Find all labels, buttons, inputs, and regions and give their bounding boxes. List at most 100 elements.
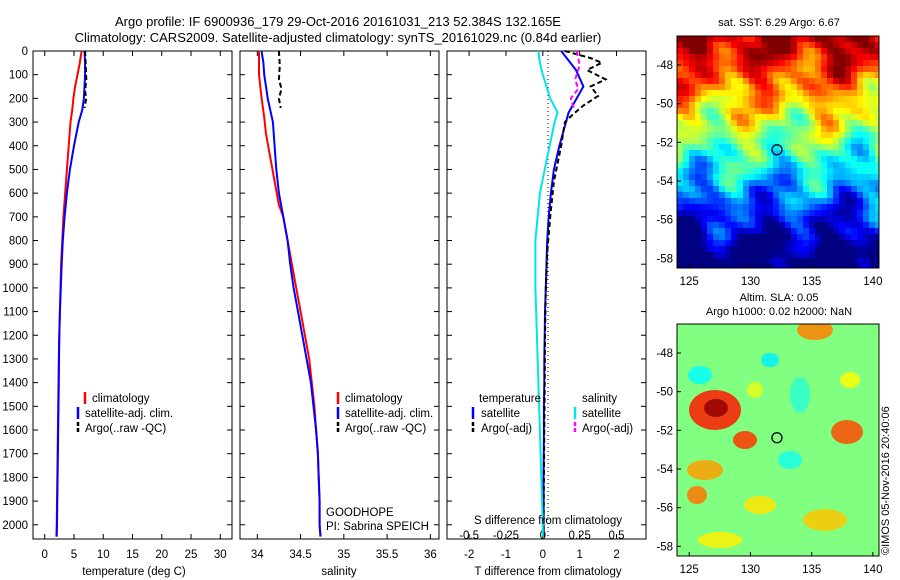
sst-cell [791, 210, 798, 217]
sst-cell [743, 258, 750, 265]
sst-cell [803, 126, 810, 133]
sst-cell [821, 42, 828, 49]
sst-cell [725, 228, 732, 235]
sst-cell [845, 120, 852, 127]
sst-cell [737, 120, 744, 127]
sst-cell [695, 264, 702, 268]
sst-cell [821, 258, 828, 265]
y-tick-label: 800 [9, 236, 28, 248]
x-tick-label: 5 [71, 549, 77, 561]
sst-cell [755, 156, 762, 163]
sst-cell [731, 84, 738, 91]
sst-cell [815, 102, 822, 109]
sst-cell [725, 84, 732, 91]
sst-cell [857, 162, 864, 169]
sst-cell [869, 90, 876, 97]
sst-cell [761, 192, 768, 199]
sst-cell [731, 240, 738, 247]
sst-cell [719, 180, 726, 187]
sst-cell [821, 264, 828, 268]
sst-cell [845, 150, 852, 157]
y-tick-label: -52 [656, 137, 673, 149]
y-tick-label: -56 [656, 215, 673, 227]
sst-cell [779, 90, 786, 97]
sst-cell [797, 72, 804, 79]
sst-cell [791, 138, 798, 145]
sst-cell [683, 150, 690, 157]
sst-cell [749, 138, 756, 145]
x-tick-label: 34.5 [289, 549, 311, 561]
sst-cell [779, 186, 786, 193]
sst-cell [713, 138, 720, 145]
sst-cell [809, 78, 816, 85]
sst-cell [707, 90, 714, 97]
x-tick-label: 130 [741, 564, 760, 576]
sst-cell [857, 240, 864, 247]
sst-cell [863, 54, 870, 61]
sst-cell [737, 54, 744, 61]
sst-cell [695, 120, 702, 127]
sst-cell [689, 126, 696, 133]
sst-cell [845, 240, 852, 247]
sst-cell [791, 198, 798, 205]
sst-cell [731, 108, 738, 115]
sst-cell [767, 144, 774, 151]
sst-cell [833, 186, 840, 193]
sst-cell [821, 84, 828, 91]
y-tick-label: 900 [9, 259, 28, 271]
sst-cell [857, 108, 864, 115]
argo-location-marker [771, 432, 783, 444]
sst-cell [731, 90, 738, 97]
sst-cell [677, 252, 684, 259]
sst-cell [845, 174, 852, 181]
salinity-legend: climatology satellite-adj. clim. Argo(..… [336, 392, 433, 435]
sst-cell [767, 132, 774, 139]
sst-cell [779, 174, 786, 181]
sst-cell [767, 96, 774, 103]
sst-cell [803, 204, 810, 211]
sst-cell [845, 234, 852, 241]
sst-cell [809, 192, 816, 199]
imos-credit: ©IMOS 05-Nov-2016 20:40:06 [880, 406, 892, 555]
sst-cell [713, 246, 720, 253]
sla-map-panel: Altim. SLA: 0.05 Argo h1000: 0.02 h2000:… [656, 292, 882, 576]
sst-cell [797, 168, 804, 175]
sst-cell [701, 258, 708, 265]
sst-cell [683, 252, 690, 259]
sst-cell [707, 174, 714, 181]
sst-cell [719, 240, 726, 247]
sst-cell [779, 120, 786, 127]
sst-cell [779, 162, 786, 169]
sst-cell [761, 48, 768, 55]
sst-cell [863, 234, 870, 241]
sst-cell [737, 198, 744, 205]
sst-cell [833, 264, 840, 268]
sst-cell [713, 180, 720, 187]
sst-cell [767, 168, 774, 175]
sst-cell [875, 252, 879, 259]
sst-cell [821, 90, 828, 97]
sst-cell [815, 240, 822, 247]
sst-cell [773, 204, 780, 211]
sst-cell [755, 60, 762, 67]
sst-cell [827, 174, 834, 181]
difference-plot-frame [446, 50, 647, 540]
sst-cell [809, 246, 816, 253]
sst-cell [875, 48, 879, 55]
sst-cell [689, 60, 696, 67]
sst-cell [791, 216, 798, 223]
sst-cell [743, 42, 750, 49]
sst-cell [821, 66, 828, 73]
sst-field [677, 36, 879, 268]
sst-cell [677, 72, 684, 79]
legend-label-climatology: climatology [345, 393, 403, 405]
sst-cell [755, 108, 762, 115]
sst-cell [875, 192, 879, 199]
sst-cell [779, 228, 786, 235]
sst-cell [683, 114, 690, 121]
sst-cell [761, 144, 768, 151]
sst-cell [875, 246, 879, 253]
sst-cell [731, 60, 738, 67]
sst-cell [749, 126, 756, 133]
sst-cell [779, 216, 786, 223]
